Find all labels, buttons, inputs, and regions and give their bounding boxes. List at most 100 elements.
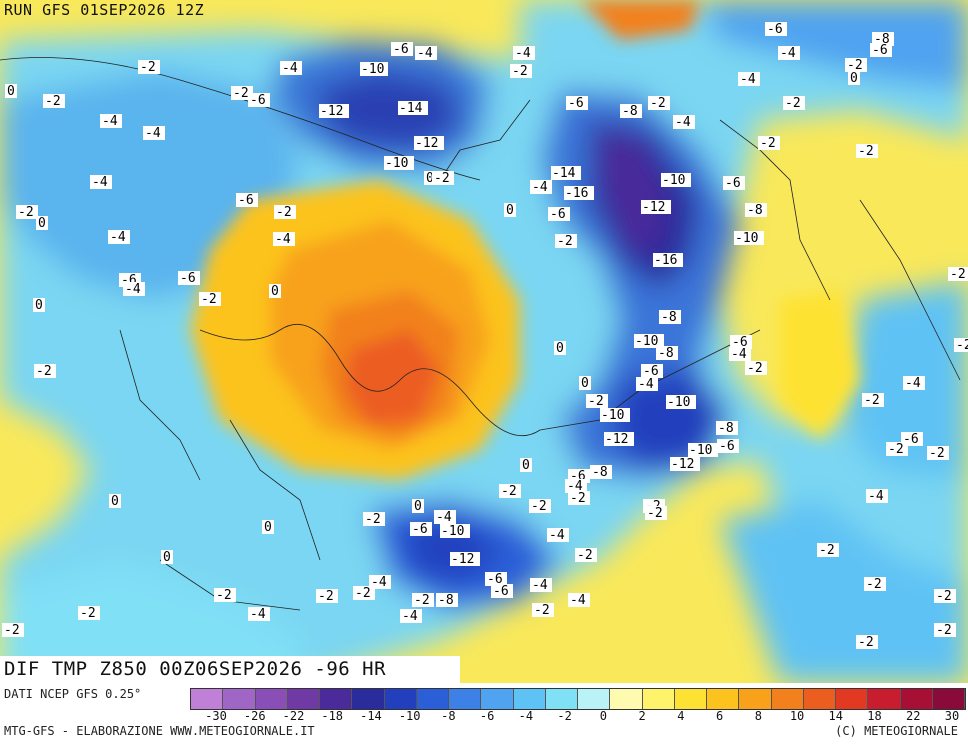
contour-label: 0 xyxy=(262,520,274,535)
svg-text:-2: -2 xyxy=(936,589,952,604)
color-swatch xyxy=(191,689,224,709)
contour-label: -6 xyxy=(641,364,663,379)
contour-label: -14 xyxy=(398,101,428,116)
svg-text:-4: -4 xyxy=(740,72,756,87)
contour-label: -6 xyxy=(717,439,739,454)
contour-label: -10 xyxy=(360,62,388,77)
contour-label: -10 xyxy=(666,395,696,410)
color-swatch xyxy=(674,689,707,709)
copyright-text: (C) METEOGIORNALE xyxy=(835,724,958,738)
contour-label: -12 xyxy=(670,457,700,472)
scale-tick: -18 xyxy=(321,709,344,723)
contour-label: -2 xyxy=(954,338,968,353)
scale-tick: 30 xyxy=(944,709,960,723)
contour-label: -8 xyxy=(436,593,458,608)
contour-label: -4 xyxy=(123,282,145,297)
scale-tick: 14 xyxy=(828,709,844,723)
svg-text:0: 0 xyxy=(522,458,530,473)
svg-text:-4: -4 xyxy=(675,115,691,130)
contour-label: -4 xyxy=(513,46,535,61)
contour-label: -4 xyxy=(530,180,552,195)
contour-label: -12 xyxy=(450,552,480,567)
contour-label: -4 xyxy=(530,578,552,593)
contour-label: -6 xyxy=(566,96,588,111)
svg-text:0: 0 xyxy=(581,376,589,391)
warm-anomaly xyxy=(190,0,860,480)
contour-label: -4 xyxy=(729,347,751,362)
svg-text:-6: -6 xyxy=(568,96,584,111)
contour-label: -10 xyxy=(384,156,414,171)
contour-label: -2 xyxy=(2,623,24,638)
svg-text:-2: -2 xyxy=(747,361,763,376)
svg-text:-2: -2 xyxy=(534,603,550,618)
svg-text:0: 0 xyxy=(414,499,422,514)
svg-text:-12: -12 xyxy=(671,457,694,472)
svg-text:0: 0 xyxy=(556,341,564,356)
svg-text:-2: -2 xyxy=(888,442,904,457)
scale-tick: 0 xyxy=(599,709,607,723)
svg-text:-6: -6 xyxy=(412,522,428,537)
contour-label: -2 xyxy=(645,506,667,521)
contour-label: -10 xyxy=(734,231,764,246)
contour-label: -2 xyxy=(783,96,805,111)
contour-label: -2 xyxy=(856,144,878,159)
svg-text:-6: -6 xyxy=(725,176,741,191)
svg-text:-6: -6 xyxy=(250,93,266,108)
contour-label: -2 xyxy=(856,635,878,650)
contour-label: -2 xyxy=(432,171,454,186)
svg-text:-2: -2 xyxy=(414,593,430,608)
contour-label: -6 xyxy=(765,22,787,37)
contour-label: -2 xyxy=(745,361,767,376)
svg-text:-6: -6 xyxy=(550,207,566,222)
contour-label: -6 xyxy=(730,335,752,350)
scale-tick: -4 xyxy=(518,709,534,723)
contour-label: -6 xyxy=(723,176,745,191)
svg-text:0: 0 xyxy=(163,550,171,565)
svg-text:0: 0 xyxy=(35,298,43,313)
contour-label: -8 xyxy=(659,310,681,325)
scale-tick: -30 xyxy=(205,709,227,723)
contour-label: -6 xyxy=(248,93,270,108)
scale-tick: 4 xyxy=(677,709,685,723)
svg-text:-2: -2 xyxy=(819,543,835,558)
svg-text:-2: -2 xyxy=(864,393,880,408)
scale-tick: -8 xyxy=(441,709,456,723)
contour-label: -16 xyxy=(564,186,594,201)
svg-text:-2: -2 xyxy=(201,292,217,307)
svg-text:-2: -2 xyxy=(557,234,573,249)
contour-label: -2 xyxy=(555,234,577,249)
svg-text:-12: -12 xyxy=(320,104,343,119)
svg-text:-2: -2 xyxy=(4,623,20,638)
contour-label: -2 xyxy=(34,364,56,379)
temperature-anomaly-map: -6 -4 -4 -2 -4 -10 -2 0 -2 -2 -6 -12 -14… xyxy=(0,0,968,683)
svg-text:-14: -14 xyxy=(552,166,576,181)
svg-text:-10: -10 xyxy=(735,231,758,246)
contour-label: -2 xyxy=(16,205,38,220)
contour-label: -4 xyxy=(565,479,587,494)
contour-label: -2 xyxy=(199,292,221,307)
contour-label: 0 xyxy=(554,341,566,356)
color-swatch xyxy=(449,689,482,709)
map-caption: DIF TMP Z850 00Z06SEP2026 -96 HR xyxy=(0,656,460,683)
svg-text:-2: -2 xyxy=(785,96,801,111)
contour-label: 0 xyxy=(36,216,48,231)
svg-text:-2: -2 xyxy=(858,635,874,650)
contour-label: -4 xyxy=(673,115,695,130)
svg-text:0: 0 xyxy=(38,216,46,231)
contour-label: -2 xyxy=(412,593,434,608)
contour-label: -4 xyxy=(108,230,130,245)
svg-text:-8: -8 xyxy=(438,593,454,608)
svg-text:-4: -4 xyxy=(282,61,298,76)
svg-text:-14: -14 xyxy=(399,101,423,116)
svg-text:-4: -4 xyxy=(145,126,161,141)
svg-text:-2: -2 xyxy=(866,577,882,592)
color-swatch xyxy=(255,689,288,709)
svg-text:-4: -4 xyxy=(567,479,583,494)
svg-text:-4: -4 xyxy=(436,510,452,525)
color-swatch xyxy=(578,689,611,709)
contour-label: -2 xyxy=(363,512,385,527)
svg-text:-6: -6 xyxy=(732,335,748,350)
svg-text:-2: -2 xyxy=(434,171,450,186)
contour-label: -12 xyxy=(641,200,671,215)
svg-text:-8: -8 xyxy=(747,203,763,218)
